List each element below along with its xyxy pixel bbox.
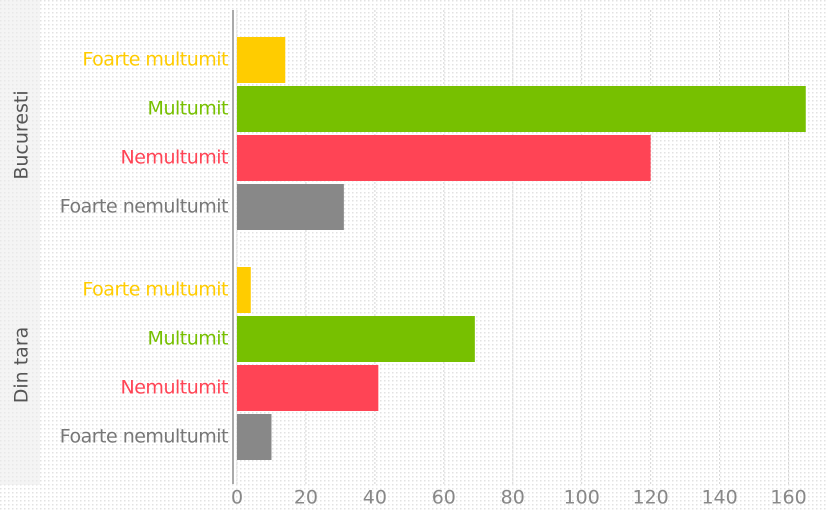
x-tick-label: 60	[432, 487, 456, 509]
category-label: Nemultumit	[121, 377, 229, 399]
bar	[237, 86, 806, 132]
x-tick-label: 40	[363, 487, 387, 509]
x-tick-label: 80	[501, 487, 525, 509]
category-label: Multumit	[148, 328, 228, 350]
category-label: Nemultumit	[121, 147, 229, 169]
x-tick-label: 20	[294, 487, 318, 509]
bar	[237, 37, 286, 83]
x-tick-label: 120	[633, 487, 669, 509]
x-tick-label: 0	[231, 487, 243, 509]
group-label: Din tara	[11, 327, 33, 404]
x-tick-label: 100	[564, 487, 600, 509]
group-strip	[0, 0, 40, 485]
bar	[237, 184, 344, 230]
category-label: Multumit	[148, 98, 228, 120]
group-label: Bucuresti	[11, 90, 33, 179]
x-tick-label: 160	[770, 487, 806, 509]
category-label: Foarte nemultumit	[60, 426, 228, 448]
category-label: Foarte nemultumit	[60, 196, 228, 218]
bar	[237, 135, 651, 181]
bar	[237, 316, 475, 362]
category-label: Foarte multumit	[82, 49, 228, 71]
bar	[237, 267, 251, 313]
bar	[237, 414, 272, 460]
category-label: Foarte multumit	[82, 279, 228, 301]
bar	[237, 365, 379, 411]
x-tick-label: 140	[701, 487, 737, 509]
